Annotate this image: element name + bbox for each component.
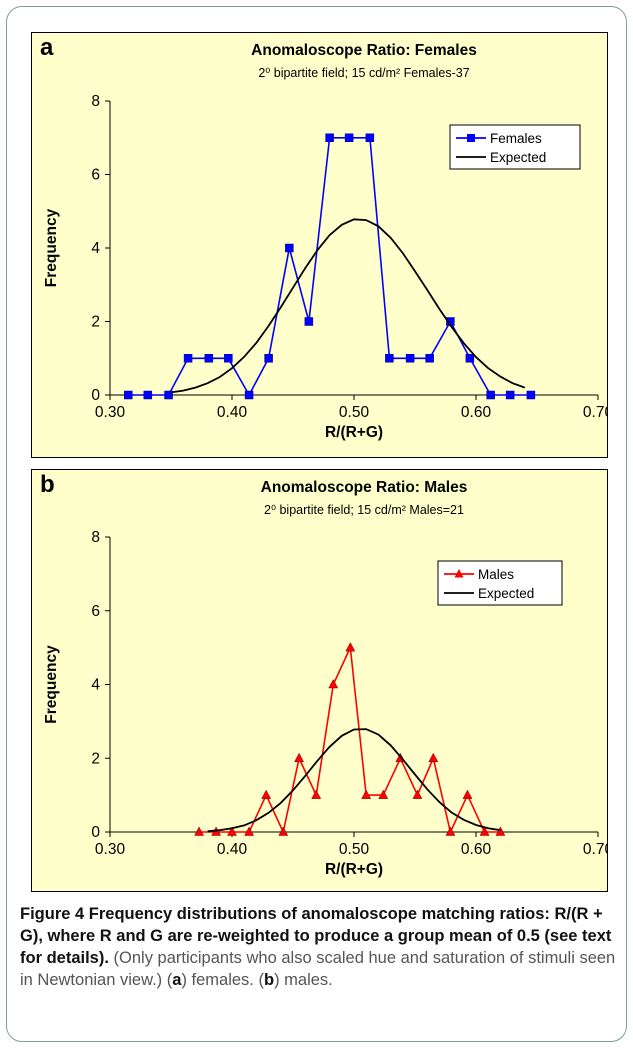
legend: Females Expected bbox=[449, 124, 581, 170]
caption-panel-a-desc: females. bbox=[191, 971, 254, 989]
y-tick-label: 4 bbox=[91, 240, 100, 257]
data-point bbox=[311, 789, 322, 799]
data-point bbox=[405, 354, 415, 363]
data-point bbox=[304, 317, 314, 326]
data-point bbox=[325, 133, 334, 142]
x-tick-label: 0.60 bbox=[461, 404, 492, 421]
data-point bbox=[462, 789, 473, 799]
data-point bbox=[194, 826, 204, 836]
data-point bbox=[495, 826, 506, 836]
caption-panel-b-desc: males. bbox=[284, 971, 333, 989]
data-point bbox=[294, 752, 305, 762]
x-axis-label: R/(R+G) bbox=[325, 861, 383, 878]
data-point bbox=[361, 789, 372, 799]
data-point bbox=[124, 390, 133, 400]
chart-panel-females: a Anomaloscope Ratio: Females 2⁰ bipartite… bbox=[31, 32, 608, 458]
y-tick-label: 8 bbox=[91, 93, 100, 110]
y-tick-label: 0 bbox=[91, 824, 100, 841]
legend-label-expected: Expected bbox=[478, 586, 534, 601]
data-point bbox=[505, 390, 515, 400]
data-point bbox=[264, 354, 273, 363]
chart-svg: a Anomaloscope Ratio: Females 2⁰ bipartite… bbox=[40, 34, 607, 441]
panel-letter: b bbox=[40, 471, 55, 498]
caption-normal-text: (Only participants who also scaled hue a… bbox=[20, 949, 616, 989]
y-tick-label: 8 bbox=[91, 529, 100, 546]
caption-panel-b-letter: b bbox=[263, 971, 275, 989]
caption-panel-a-letter: a bbox=[172, 971, 182, 989]
chart-svg: b Anomaloscope Ratio: Males 2⁰ bipartite f… bbox=[40, 471, 607, 878]
data-point bbox=[224, 354, 233, 363]
legend-label-females: Females bbox=[490, 131, 542, 146]
x-tick-label: 0.40 bbox=[217, 841, 248, 858]
x-tick-label: 0.60 bbox=[461, 841, 492, 858]
y-tick-label: 6 bbox=[91, 603, 100, 620]
data-point bbox=[445, 826, 456, 836]
chart-title: Anomaloscope Ratio: Males bbox=[261, 479, 468, 496]
data-point bbox=[344, 133, 354, 142]
data-point bbox=[227, 826, 237, 836]
y-tick-label: 0 bbox=[91, 387, 100, 404]
x-tick-label: 0.50 bbox=[339, 841, 370, 858]
data-point bbox=[244, 826, 254, 836]
legend-marker-males bbox=[454, 569, 464, 578]
x-tick-label: 0.50 bbox=[339, 404, 370, 421]
caption-label: Figure 4 bbox=[20, 905, 85, 923]
data-point bbox=[261, 789, 272, 799]
y-tick-label: 2 bbox=[91, 750, 100, 767]
data-point bbox=[465, 354, 475, 363]
y-axis-label: Frequency bbox=[43, 208, 60, 287]
data-point bbox=[183, 354, 193, 363]
data-point bbox=[345, 642, 356, 652]
series-line-expected bbox=[207, 728, 501, 833]
data-point bbox=[328, 678, 339, 689]
x-tick-label: 0.70 bbox=[583, 841, 607, 858]
y-tick-label: 4 bbox=[91, 677, 100, 694]
legend-label-expected: Expected bbox=[490, 150, 546, 165]
x-tick-label: 0.30 bbox=[95, 841, 126, 858]
data-point bbox=[378, 789, 389, 799]
data-point bbox=[365, 133, 375, 142]
x-tick-label: 0.30 bbox=[95, 404, 126, 421]
data-point bbox=[204, 354, 214, 363]
y-axis-label: Frequency bbox=[43, 645, 60, 724]
x-tick-label: 0.70 bbox=[583, 404, 607, 421]
legend-marker-females bbox=[467, 134, 475, 142]
data-point bbox=[164, 390, 173, 400]
data-point bbox=[285, 243, 294, 253]
figure-caption: Figure 4 Frequency distributions of anom… bbox=[20, 905, 616, 989]
series-line-males bbox=[199, 644, 501, 835]
data-point bbox=[526, 390, 536, 400]
x-axis-label: R/(R+G) bbox=[325, 424, 383, 441]
y-tick-label: 2 bbox=[91, 314, 100, 331]
chart-title: Anomaloscope Ratio: Females bbox=[251, 42, 477, 59]
data-point bbox=[244, 390, 254, 400]
data-point bbox=[412, 789, 423, 799]
legend: Males Expected bbox=[437, 560, 563, 606]
series-line-expected bbox=[170, 218, 526, 394]
legend-box bbox=[449, 124, 581, 170]
panel-letter: a bbox=[40, 34, 54, 61]
legend-label-males: Males bbox=[478, 567, 514, 582]
chart-subtitle: 2⁰ bipartite field; 15 cd/m² Females-37 bbox=[258, 66, 469, 80]
data-point bbox=[278, 826, 289, 836]
data-point bbox=[479, 826, 490, 836]
data-point bbox=[385, 354, 394, 363]
data-point bbox=[428, 752, 439, 762]
x-tick-label: 0.40 bbox=[217, 404, 248, 421]
chart-panel-males: b Anomaloscope Ratio: Males 2⁰ bipartite f… bbox=[31, 469, 608, 892]
legend-box bbox=[437, 560, 563, 606]
data-point bbox=[486, 390, 495, 400]
y-tick-label: 6 bbox=[91, 167, 100, 184]
data-point bbox=[143, 390, 153, 400]
data-point bbox=[425, 354, 434, 363]
chart-subtitle: 2⁰ bipartite field; 15 cd/m² Males=21 bbox=[264, 503, 464, 517]
caption-bold-text: Frequency distributions of anomaloscope … bbox=[20, 905, 612, 967]
